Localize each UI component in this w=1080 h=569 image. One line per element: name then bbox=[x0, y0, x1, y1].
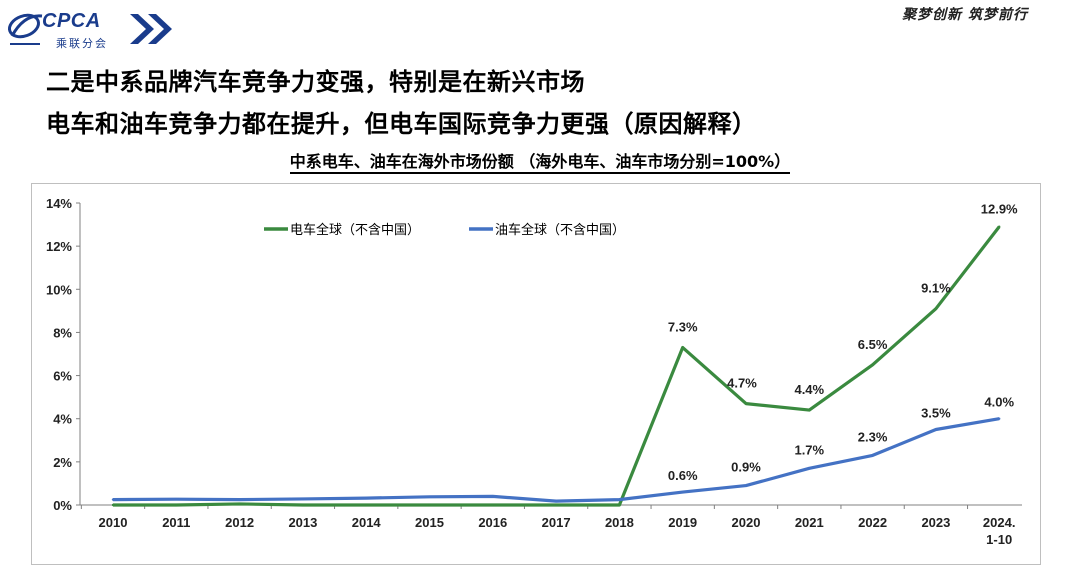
data-label: 4.7% bbox=[727, 376, 757, 391]
x-tick-label: 1-10 bbox=[986, 532, 1012, 547]
data-point bbox=[871, 454, 874, 457]
data-label: 12.9% bbox=[981, 202, 1018, 217]
data-label: 7.3% bbox=[668, 320, 698, 335]
data-label: 0.9% bbox=[731, 460, 761, 475]
x-tick-label: 2015 bbox=[415, 515, 444, 530]
data-label: 4.0% bbox=[984, 395, 1014, 410]
header: CPCA 乘联分会 聚梦创新 筑梦前行 bbox=[0, 0, 1080, 60]
legend-label: 油车全球（不含中国） bbox=[495, 222, 625, 238]
cpca-emblem-icon bbox=[7, 13, 43, 45]
data-label: 1.7% bbox=[794, 442, 824, 457]
logo-subtitle: 乘联分会 bbox=[56, 37, 108, 50]
data-point bbox=[618, 503, 621, 507]
x-tick-label: 2013 bbox=[288, 515, 317, 530]
y-tick-label: 6% bbox=[53, 369, 72, 384]
logo-text: CPCA bbox=[42, 10, 101, 32]
data-point bbox=[365, 496, 368, 500]
x-tick-label: 2011 bbox=[162, 515, 190, 530]
x-tick-label: 2021 bbox=[795, 515, 824, 530]
x-tick-label: 2019 bbox=[668, 515, 697, 530]
data-point bbox=[554, 503, 558, 507]
series-line-ev bbox=[113, 225, 1001, 507]
page-title-line-1: 二是中系品牌汽车竞争力变强，特别是在新兴市场 bbox=[46, 68, 585, 96]
x-tick-label: 2018 bbox=[605, 515, 634, 530]
data-point bbox=[238, 502, 241, 506]
y-tick-label: 8% bbox=[53, 325, 72, 340]
y-tick-label: 14% bbox=[46, 196, 72, 211]
data-point bbox=[808, 408, 811, 412]
data-label: 6.5% bbox=[858, 337, 888, 352]
y-tick-label: 2% bbox=[53, 455, 72, 470]
x-tick-label: 2016 bbox=[478, 515, 507, 530]
data-label: 9.1% bbox=[921, 281, 951, 296]
data-point bbox=[998, 225, 1001, 228]
data-point bbox=[808, 467, 811, 470]
data-point bbox=[428, 503, 431, 507]
chart-frame: 0% 2% 4% 6% 8% 10% 12% 14% 2010 2011 2012 2013 2014 2… bbox=[31, 183, 1041, 565]
page-title-line-2: 电车和油车竞争力都在提升，但电车国际竞争力更强（原因解释） bbox=[46, 110, 757, 138]
data-point bbox=[681, 346, 684, 349]
legend-label: 电车全球（不含中国） bbox=[290, 222, 420, 238]
data-point bbox=[618, 498, 621, 501]
x-tick-label: 2020 bbox=[732, 515, 761, 530]
x-tick-label: 2010 bbox=[99, 515, 128, 530]
cpca-logo: CPCA 乘联分会 bbox=[6, 6, 118, 50]
data-point bbox=[175, 503, 178, 507]
data-point bbox=[428, 495, 431, 499]
y-tick-label: 0% bbox=[53, 498, 72, 513]
data-point bbox=[871, 363, 874, 366]
x-tick-label: 2014 bbox=[352, 515, 382, 530]
data-point bbox=[238, 498, 241, 501]
chart-title: 中系电车、油车在海外市场份额 （海外电车、油车市场分别=100%） bbox=[0, 148, 1080, 174]
x-tick-label: 2024. bbox=[983, 515, 1016, 530]
data-label: 2.3% bbox=[858, 429, 888, 444]
data-point bbox=[934, 307, 938, 310]
y-tick-label: 12% bbox=[46, 239, 72, 254]
data-point bbox=[491, 495, 494, 498]
data-point bbox=[301, 503, 305, 507]
y-tick-label: 4% bbox=[53, 412, 72, 427]
data-point bbox=[554, 499, 558, 503]
data-point bbox=[744, 402, 748, 405]
data-point bbox=[934, 428, 938, 431]
data-label: 4.4% bbox=[794, 382, 824, 397]
data-point bbox=[998, 417, 1001, 420]
data-point bbox=[175, 497, 178, 501]
x-tick-label: 2022 bbox=[858, 515, 887, 530]
data-point bbox=[491, 503, 494, 507]
data-point bbox=[111, 503, 115, 507]
x-tick-label: 2017 bbox=[542, 515, 571, 530]
line-chart: 0% 2% 4% 6% 8% 10% 12% 14% 2010 2011 2012 2013 2014 2… bbox=[46, 196, 1022, 547]
data-point bbox=[744, 484, 748, 487]
x-tick-label: 2023 bbox=[921, 515, 950, 530]
data-point bbox=[365, 503, 368, 507]
x-tick-label: 2012 bbox=[225, 515, 254, 530]
chart-title-text: 中系电车、油车在海外市场份额 （海外电车、油车市场分别=100%） bbox=[289, 152, 791, 174]
slogan: 聚梦创新 筑梦前行 bbox=[902, 7, 1028, 23]
chevron-right-icon bbox=[130, 14, 172, 44]
data-point bbox=[301, 497, 305, 501]
data-point bbox=[111, 498, 115, 501]
y-tick-label: 10% bbox=[46, 282, 72, 297]
data-point bbox=[681, 490, 684, 494]
data-label: 0.6% bbox=[668, 468, 698, 483]
data-label: 3.5% bbox=[921, 406, 951, 421]
